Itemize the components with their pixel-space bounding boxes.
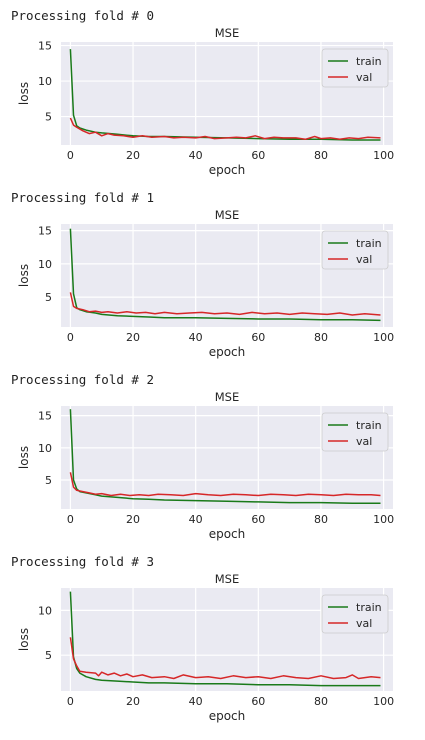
- x-tick-label: 80: [314, 331, 328, 344]
- y-axis-label: loss: [17, 628, 31, 651]
- chart-title: MSE: [215, 390, 240, 404]
- x-tick-label: 60: [251, 331, 265, 344]
- series-line-val: [69, 472, 381, 497]
- x-tick-label: 100: [373, 149, 394, 162]
- x-tick-label: 60: [251, 695, 265, 708]
- x-tick-label: 80: [314, 513, 328, 526]
- x-tick-label: 40: [189, 331, 203, 344]
- series-line-train: [69, 591, 381, 687]
- legend-label-val: val: [356, 253, 372, 266]
- legend-label-train: train: [356, 419, 382, 432]
- legend-label-train: train: [356, 237, 382, 250]
- fold-header-1: Processing fold # 1: [11, 190, 154, 205]
- chart-title: MSE: [215, 208, 240, 222]
- legend-label-train: train: [356, 55, 382, 68]
- x-tick-label: 0: [67, 331, 74, 344]
- y-axis-label: loss: [17, 446, 31, 469]
- x-tick-label: 100: [373, 331, 394, 344]
- x-tick-label: 80: [314, 695, 328, 708]
- chart-2: 0 20 40 60 80 100 5 10 15 MSE epoch loss train val: [17, 390, 394, 541]
- x-tick-label: 80: [314, 149, 328, 162]
- y-tick-label: 5: [45, 291, 52, 304]
- x-tick-label: 20: [126, 695, 140, 708]
- y-tick-label: 15: [38, 410, 52, 423]
- legend-label-val: val: [356, 435, 372, 448]
- x-tick-label: 40: [189, 149, 203, 162]
- x-axis-label: epoch: [209, 345, 246, 359]
- x-tick-label: 0: [67, 695, 74, 708]
- x-tick-label: 60: [251, 513, 265, 526]
- x-tick-label: 20: [126, 331, 140, 344]
- x-axis-label: epoch: [209, 709, 246, 723]
- fold-header-2: Processing fold # 2: [11, 372, 154, 387]
- x-tick-label: 40: [189, 513, 203, 526]
- x-tick-label: 100: [373, 695, 394, 708]
- y-tick-label: 10: [38, 442, 52, 455]
- y-tick-label: 10: [38, 258, 52, 271]
- fold-header-3: Processing fold # 3: [11, 554, 154, 569]
- x-tick-label: 0: [67, 513, 74, 526]
- chart-title: MSE: [215, 26, 240, 40]
- legend-label-train: train: [356, 601, 382, 614]
- series-line-val: [69, 117, 381, 141]
- x-tick-label: 20: [126, 513, 140, 526]
- x-tick-label: 0: [67, 149, 74, 162]
- y-tick-label: 10: [38, 75, 52, 88]
- x-axis-label: epoch: [209, 163, 246, 177]
- x-tick-label: 60: [251, 149, 265, 162]
- x-tick-label: 40: [189, 695, 203, 708]
- legend-label-val: val: [356, 617, 372, 630]
- y-tick-label: 15: [38, 225, 52, 238]
- y-tick-label: 5: [45, 111, 52, 124]
- series-line-val: [69, 637, 381, 680]
- chart-3: 0 20 40 60 80 100 5 10 MSE epoch loss train val: [17, 572, 394, 723]
- y-tick-label: 15: [38, 40, 52, 53]
- x-axis-label: epoch: [209, 527, 246, 541]
- x-tick-label: 20: [126, 149, 140, 162]
- x-tick-label: 100: [373, 513, 394, 526]
- y-tick-label: 5: [45, 649, 52, 662]
- chart-title: MSE: [215, 572, 240, 586]
- fold-header-0: Processing fold # 0: [11, 8, 154, 23]
- chart-1: 0 20 40 60 80 100 5 10 15 MSE epoch loss train val: [17, 208, 394, 359]
- y-tick-label: 5: [45, 474, 52, 487]
- legend-label-val: val: [356, 71, 372, 84]
- series-line-val: [69, 292, 381, 316]
- chart-0: 0 20 40 60 80 100 5 10 15 MSE epoch loss train val: [17, 26, 394, 177]
- y-axis-label: loss: [17, 82, 31, 105]
- y-tick-label: 10: [38, 604, 52, 617]
- y-axis-label: loss: [17, 264, 31, 287]
